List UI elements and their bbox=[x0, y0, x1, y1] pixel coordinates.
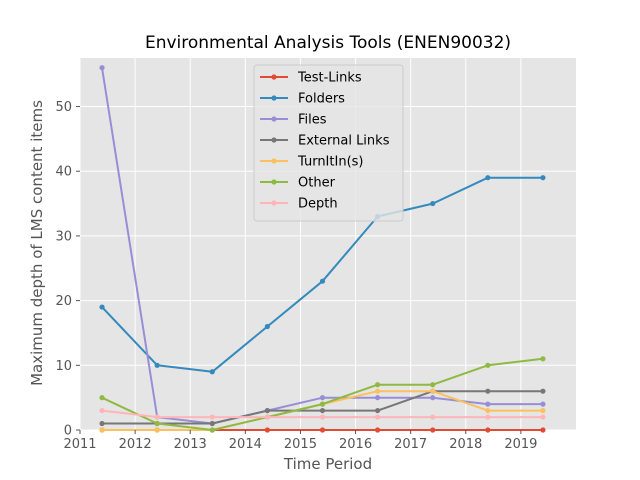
data-point-other bbox=[99, 395, 105, 401]
data-point-turnitin-s bbox=[430, 388, 436, 394]
data-point-test-links bbox=[319, 427, 326, 433]
data-point-depth bbox=[430, 414, 436, 420]
legend-marker-folders bbox=[271, 95, 277, 101]
legend-label-depth: Depth bbox=[298, 197, 338, 212]
data-point-turnitin-s bbox=[485, 407, 491, 414]
x-tick-label: 2014 bbox=[229, 437, 262, 452]
data-point-files bbox=[319, 395, 326, 401]
data-point-depth bbox=[319, 414, 326, 420]
data-point-files bbox=[540, 401, 546, 407]
data-point-folders bbox=[430, 200, 436, 207]
data-point-folders bbox=[540, 175, 546, 181]
data-point-depth bbox=[375, 414, 381, 420]
y-tick-label: 10 bbox=[55, 359, 72, 374]
data-point-folders bbox=[264, 323, 270, 330]
data-point-other bbox=[485, 362, 491, 368]
data-point-folders bbox=[154, 362, 160, 368]
legend bbox=[253, 64, 404, 222]
data-point-depth bbox=[485, 414, 491, 420]
x-tick-label: 2019 bbox=[504, 437, 537, 452]
data-point-depth bbox=[264, 414, 270, 420]
data-point-depth bbox=[540, 414, 546, 420]
legend-label-test-links: Test-Links bbox=[297, 71, 362, 86]
legend-label-folders: Folders bbox=[298, 92, 345, 107]
x-tick-label: 2015 bbox=[284, 437, 317, 452]
y-tick-label: 40 bbox=[55, 165, 72, 180]
data-point-external-links bbox=[540, 388, 546, 394]
data-point-turnitin-s bbox=[375, 388, 381, 394]
legend-label-external-links: External Links bbox=[298, 134, 390, 149]
x-tick-label: 2013 bbox=[174, 437, 207, 452]
x-axis-label: Time Period bbox=[283, 455, 372, 473]
data-point-test-links bbox=[375, 427, 381, 433]
x-tick-label: 2011 bbox=[63, 437, 96, 452]
data-point-other bbox=[430, 382, 436, 388]
data-point-files bbox=[485, 401, 491, 407]
legend-marker-other bbox=[271, 179, 277, 185]
legend-label-files: Files bbox=[298, 113, 327, 128]
y-tick-label: 20 bbox=[55, 294, 72, 309]
data-point-folders bbox=[99, 304, 105, 310]
data-point-turnitin-s bbox=[99, 427, 105, 433]
data-point-external-links bbox=[264, 407, 270, 414]
x-tick-label: 2016 bbox=[339, 437, 372, 452]
data-point-external-links bbox=[375, 407, 381, 414]
data-point-external-links bbox=[485, 388, 491, 394]
data-point-turnitin-s bbox=[540, 407, 546, 414]
data-point-other bbox=[209, 427, 215, 433]
data-point-test-links bbox=[540, 427, 546, 433]
y-axis-label: Maximum depth of LMS content items bbox=[28, 100, 46, 386]
legend-marker-external-links bbox=[271, 137, 277, 143]
data-point-other bbox=[319, 401, 326, 407]
data-point-folders bbox=[319, 278, 326, 284]
data-point-test-links bbox=[485, 427, 491, 433]
data-point-depth bbox=[99, 407, 105, 414]
data-point-files bbox=[430, 395, 436, 401]
legend-marker-turnitin-s bbox=[271, 158, 277, 164]
legend-label-other: Other bbox=[298, 176, 336, 191]
data-point-test-links bbox=[430, 427, 436, 433]
x-tick-label: 2012 bbox=[119, 437, 152, 452]
data-point-depth bbox=[154, 414, 160, 420]
data-point-folders bbox=[485, 175, 491, 181]
legend-marker-files bbox=[271, 116, 277, 122]
x-tick-label: 2018 bbox=[449, 437, 482, 452]
chart-title: Environmental Analysis Tools (ENEN90032) bbox=[145, 33, 511, 53]
data-point-turnitin-s bbox=[154, 427, 160, 433]
data-point-other bbox=[375, 382, 381, 388]
legend-marker-test-links bbox=[271, 74, 277, 80]
data-point-other bbox=[540, 356, 546, 362]
data-point-folders bbox=[209, 369, 215, 375]
legend-label-turnitin-s: TurnItIn(s) bbox=[297, 155, 363, 170]
y-tick-label: 0 bbox=[64, 424, 72, 439]
data-point-external-links bbox=[209, 420, 215, 427]
x-tick-label: 2017 bbox=[394, 437, 427, 452]
data-point-external-links bbox=[319, 407, 326, 414]
legend-marker-depth bbox=[271, 200, 277, 206]
data-point-test-links bbox=[264, 427, 270, 433]
y-tick-label: 30 bbox=[55, 229, 72, 244]
data-point-files bbox=[375, 395, 381, 401]
data-point-files bbox=[99, 65, 105, 71]
data-point-depth bbox=[209, 414, 215, 420]
data-point-external-links bbox=[99, 420, 105, 427]
y-tick-label: 50 bbox=[55, 100, 72, 115]
data-point-other bbox=[154, 420, 160, 427]
